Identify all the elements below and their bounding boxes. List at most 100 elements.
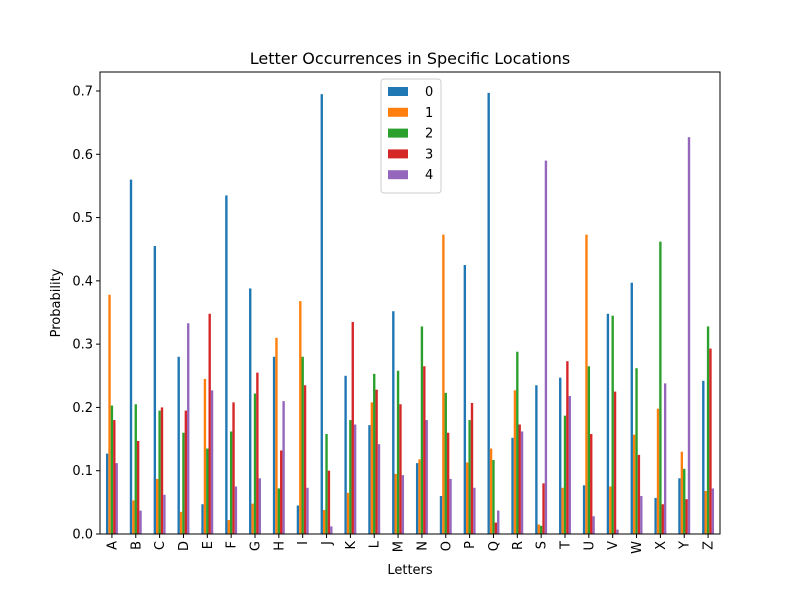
bar-H-series-2: [277, 488, 281, 534]
bar-Y-series-3: [685, 499, 688, 534]
bar-S-series-0: [535, 385, 538, 534]
legend-label-4: 4: [425, 168, 433, 183]
bar-W-series-4: [640, 496, 643, 534]
bar-B-series-0: [129, 179, 133, 534]
bar-X-series-2: [659, 241, 662, 535]
bar-O-series-0: [439, 496, 443, 534]
bar-T-series-0: [559, 377, 562, 534]
legend-swatch-3: [388, 149, 408, 159]
bar-T-series-1: [561, 487, 564, 534]
bar-D-series-3: [184, 410, 188, 534]
bar-I-series-3: [303, 385, 307, 534]
bar-L-series-4: [377, 444, 381, 534]
bar-O-series-4: [449, 478, 452, 534]
bar-Q-series-0: [487, 92, 490, 534]
bar-L-series-3: [375, 389, 378, 534]
bar-G-series-4: [258, 478, 261, 534]
bar-A-series-4: [115, 463, 118, 534]
x-tick-label-E: E: [201, 541, 216, 549]
y-tick-label: 0.3: [72, 338, 93, 353]
bar-J-series-0: [320, 94, 323, 535]
bar-O-series-2: [444, 392, 447, 534]
bar-N-series-1: [418, 459, 421, 534]
bar-V-series-3: [613, 391, 617, 534]
bar-T-series-3: [566, 361, 569, 534]
bar-I-series-2: [301, 356, 304, 534]
bar-G-series-3: [256, 372, 259, 534]
x-tick-label-P: P: [463, 541, 478, 549]
bar-F-series-4: [234, 486, 238, 534]
bar-X-series-0: [654, 497, 657, 534]
bar-S-series-4: [544, 160, 548, 534]
x-tick-label-S: S: [535, 541, 550, 549]
bar-I-series-4: [306, 487, 309, 534]
bar-E-series-0: [201, 504, 204, 534]
bar-Y-series-0: [678, 478, 681, 534]
legend-swatch-4: [388, 170, 408, 180]
y-tick-label: 0.4: [72, 274, 93, 289]
bar-K-series-0: [344, 375, 347, 534]
x-tick-label-F: F: [225, 541, 240, 548]
legend-swatch-0: [388, 87, 408, 96]
bar-Q-series-1: [489, 448, 493, 534]
bar-A-series-1: [108, 294, 111, 534]
y-tick-label: 0.0: [72, 528, 93, 543]
bar-J-series-2: [325, 434, 328, 534]
bar-U-series-1: [585, 234, 588, 534]
bar-W-series-0: [630, 282, 633, 534]
y-tick-label: 0.6: [72, 148, 93, 163]
x-tick-label-K: K: [344, 541, 359, 550]
x-tick-label-G: G: [249, 541, 264, 551]
y-tick-label: 0.5: [72, 211, 93, 226]
y-tick-label: 0.2: [72, 401, 93, 416]
bar-O-series-1: [442, 234, 445, 534]
bar-K-series-2: [349, 420, 352, 534]
bar-V-series-4: [616, 529, 619, 534]
x-tick-label-M: M: [392, 541, 407, 552]
bar-I-series-1: [299, 301, 302, 534]
x-tick-label-W: W: [630, 541, 645, 554]
bar-C-series-3: [160, 407, 164, 534]
x-tick-label-U: U: [582, 541, 597, 551]
bar-Q-series-4: [497, 510, 500, 534]
bar-H-series-3: [280, 450, 283, 534]
bar-H-series-1: [275, 337, 278, 534]
bar-W-series-1: [632, 434, 636, 534]
bar-C-series-4: [163, 494, 166, 534]
bar-E-series-4: [210, 390, 214, 534]
bar-G-series-2: [253, 393, 257, 534]
bar-M-series-1: [394, 473, 397, 534]
legend-swatch-2: [388, 128, 408, 138]
y-axis-label: Probability: [49, 268, 64, 337]
bar-W-series-2: [635, 368, 638, 534]
bar-A-series-3: [113, 420, 116, 534]
bar-F-series-3: [232, 402, 235, 534]
x-tick-label-N: N: [415, 541, 430, 551]
bar-X-series-4: [663, 383, 667, 534]
bar-Z-series-4: [711, 488, 715, 534]
legend-label-1: 1: [425, 106, 433, 121]
plot-frame: [99, 71, 721, 535]
bar-C-series-0: [153, 246, 157, 535]
bar-Y-series-2: [683, 468, 686, 534]
bar-J-series-1: [322, 509, 326, 534]
bar-N-series-3: [423, 366, 426, 534]
bar-U-series-2: [587, 366, 591, 534]
bar-K-series-1: [346, 492, 350, 534]
bar-J-series-3: [327, 470, 331, 534]
y-tick-label: 0.7: [72, 84, 93, 99]
bar-B-series-3: [136, 440, 140, 534]
x-tick-label-X: X: [654, 541, 669, 550]
bar-U-series-3: [590, 434, 593, 534]
x-tick-label-Q: Q: [487, 541, 502, 551]
bar-Q-series-3: [494, 522, 498, 534]
bar-D-series-4: [187, 323, 190, 534]
bar-S-series-1: [537, 524, 540, 534]
y-tick-label: 0.1: [72, 464, 93, 479]
bar-R-series-0: [511, 437, 514, 534]
bar-N-series-2: [420, 326, 424, 534]
bar-Z-series-1: [704, 490, 707, 534]
bar-B-series-2: [134, 404, 137, 534]
bar-T-series-2: [563, 415, 567, 534]
